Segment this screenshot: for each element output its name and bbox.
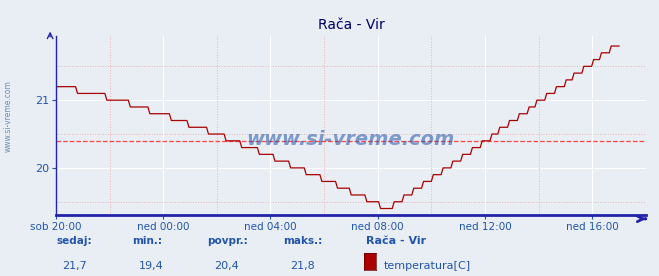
Text: 19,4: 19,4 [138, 261, 163, 271]
Text: www.si-vreme.com: www.si-vreme.com [246, 131, 455, 149]
Text: sedaj:: sedaj: [56, 236, 92, 246]
Text: 21,8: 21,8 [290, 261, 315, 271]
Text: min.:: min.: [132, 236, 162, 246]
Text: 21,7: 21,7 [63, 261, 88, 271]
Title: Rača - Vir: Rača - Vir [318, 18, 384, 32]
Text: 20,4: 20,4 [214, 261, 239, 271]
Text: Rača - Vir: Rača - Vir [366, 236, 426, 246]
Text: povpr.:: povpr.: [208, 236, 248, 246]
Text: temperatura[C]: temperatura[C] [384, 261, 471, 271]
Text: maks.:: maks.: [283, 236, 323, 246]
Text: www.si-vreme.com: www.si-vreme.com [3, 80, 13, 152]
